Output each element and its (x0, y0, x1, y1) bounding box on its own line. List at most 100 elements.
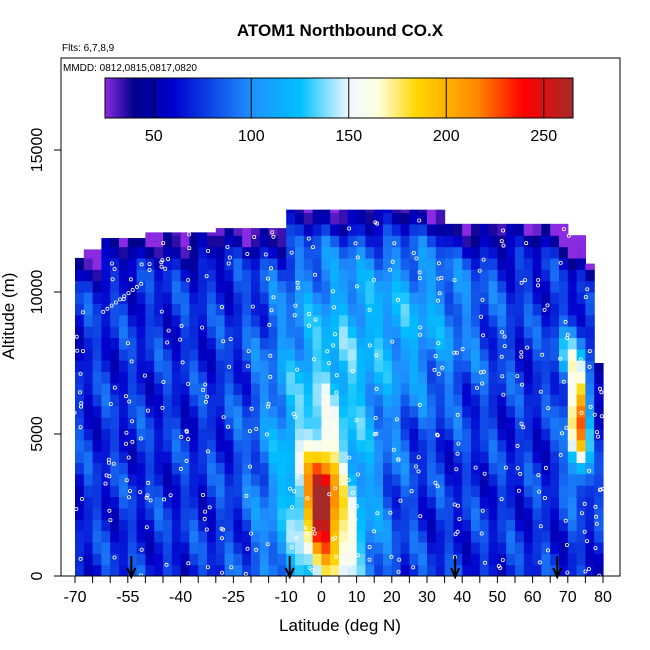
heatmap-cell (154, 451, 164, 463)
x-tick-label: -25 (222, 589, 245, 606)
heatmap-cell (347, 416, 358, 429)
sample-point (179, 323, 184, 328)
heatmap-cell (83, 507, 94, 520)
heatmap-cell (215, 292, 226, 304)
heatmap-cell (242, 541, 252, 554)
sample-point (108, 401, 113, 406)
heatmap-cell (365, 394, 375, 407)
heatmap-cell (488, 394, 498, 407)
heatmap-cell (523, 553, 534, 566)
sample-point (579, 511, 584, 516)
heatmap-cell (391, 235, 402, 248)
heatmap-cell (523, 564, 534, 576)
heatmap-cell (576, 337, 586, 350)
heatmap-cell (233, 269, 243, 282)
heatmap-cell (321, 428, 331, 441)
sample-point (294, 535, 299, 540)
heatmap-cell (479, 269, 490, 282)
heatmap-cell (471, 541, 481, 554)
heatmap-cell (303, 314, 314, 327)
heatmap-cell (163, 485, 173, 498)
heatmap-cell (286, 507, 296, 520)
heatmap-cell (242, 530, 252, 543)
heatmap-cell (198, 269, 208, 282)
heatmap-cell (356, 269, 366, 282)
heatmap-cell (567, 280, 578, 293)
heatmap-cell (541, 257, 551, 270)
heatmap-cell (585, 519, 595, 532)
heatmap-cell (163, 530, 173, 543)
heatmap-cell (576, 280, 586, 293)
sample-point (225, 424, 230, 429)
heatmap-cell (180, 553, 190, 566)
heatmap-cell (532, 496, 542, 509)
heatmap-cell (576, 235, 586, 248)
heatmap-cell (523, 348, 534, 361)
heatmap-cell (101, 348, 111, 361)
heatmap-cell (391, 451, 402, 463)
heatmap-cell (339, 496, 349, 509)
heatmap-cell (506, 269, 516, 282)
sample-point (452, 502, 457, 507)
heatmap-cell (559, 235, 569, 248)
heatmap-cell (163, 280, 173, 293)
heatmap-cell (409, 292, 419, 304)
heatmap-cell (268, 382, 278, 395)
sample-point (582, 529, 587, 534)
heatmap-cell (523, 280, 534, 293)
heatmap-cell (259, 439, 270, 452)
heatmap-cell (92, 473, 102, 486)
heatmap-cell (585, 337, 595, 350)
heatmap-cell (119, 348, 129, 361)
heatmap-cell (277, 280, 287, 293)
heatmap-cell (268, 530, 278, 543)
sample-point (418, 514, 423, 519)
heatmap-cell (585, 496, 595, 509)
heatmap-cell (154, 507, 164, 520)
heatmap-cell (339, 360, 349, 373)
heatmap-cell (154, 416, 164, 429)
heatmap-cell (541, 553, 551, 566)
heatmap-cell (180, 337, 190, 350)
heatmap-cell (391, 360, 402, 373)
heatmap-cell (321, 314, 331, 327)
heatmap-cell (198, 507, 208, 520)
sample-point (432, 367, 437, 372)
plot-frame (60, 57, 621, 577)
sample-point (367, 307, 372, 312)
heatmap-cell (515, 553, 525, 566)
heatmap-cell (444, 541, 454, 554)
heatmap-cell (180, 541, 190, 554)
heatmap-cell (523, 326, 534, 339)
heatmap-cell (286, 541, 296, 554)
heatmap-cell (101, 257, 111, 270)
heatmap-cell (312, 496, 322, 509)
heatmap-cell (435, 246, 446, 259)
sample-point (245, 546, 250, 551)
sample-point (246, 349, 251, 354)
sample-point (519, 354, 524, 359)
heatmap-cell (471, 564, 481, 576)
heatmap-cell (207, 246, 217, 259)
sample-point (437, 291, 442, 296)
heatmap-cell (295, 507, 305, 520)
heatmap-cell (189, 405, 199, 418)
sample-point (310, 245, 315, 250)
heatmap-cell (242, 473, 252, 486)
sample-point (436, 341, 441, 346)
heatmap-cell (321, 246, 331, 259)
heatmap-cell (312, 519, 322, 532)
heatmap-cell (295, 451, 305, 463)
heatmap-cell (277, 246, 287, 259)
sample-point (252, 234, 257, 239)
sample-point (391, 447, 396, 452)
heatmap-cell (444, 360, 454, 373)
heatmap-cell (242, 507, 252, 520)
sample-point (204, 274, 209, 279)
heatmap-cell (207, 428, 217, 441)
sample-point (350, 490, 355, 495)
heatmap-cell (585, 530, 595, 543)
heatmap-cell (259, 292, 270, 304)
heatmap-cell (409, 209, 419, 214)
